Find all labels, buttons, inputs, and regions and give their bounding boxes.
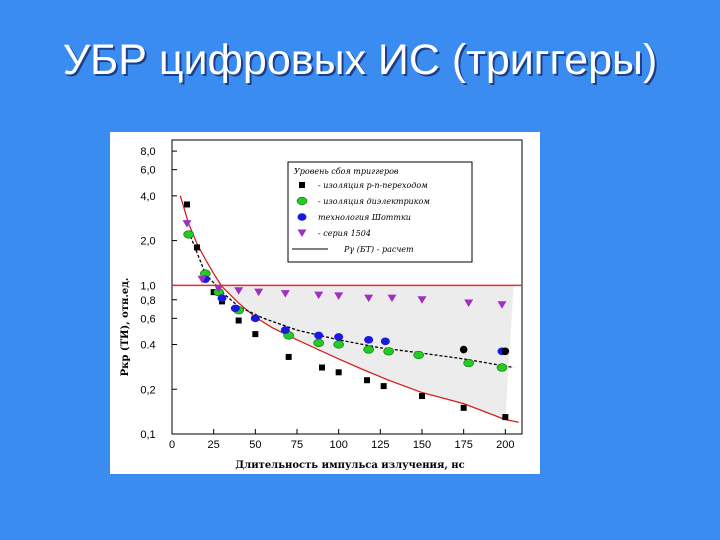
legend-entry: технология Шоттки bbox=[318, 213, 411, 222]
data-point bbox=[183, 230, 194, 239]
legend-box bbox=[287, 161, 473, 263]
data-point bbox=[182, 220, 192, 228]
legend-entry: Ργ (БТ) - расчет bbox=[343, 245, 414, 254]
legend-marker bbox=[299, 182, 305, 188]
data-point bbox=[502, 414, 509, 421]
x-tick-label: 125 bbox=[371, 439, 389, 451]
data-point bbox=[217, 294, 227, 302]
legend-marker bbox=[297, 213, 307, 221]
x-tick-label: 175 bbox=[454, 439, 472, 451]
plot-border bbox=[171, 139, 523, 435]
data-point bbox=[501, 347, 510, 356]
data-point bbox=[463, 358, 474, 368]
data-point bbox=[419, 393, 425, 400]
data-point bbox=[383, 347, 394, 356]
legend-title: Уровень сбоя триггеров bbox=[294, 167, 399, 176]
data-point bbox=[459, 345, 468, 354]
data-point bbox=[250, 314, 260, 323]
data-point bbox=[280, 290, 290, 298]
data-point bbox=[464, 299, 474, 308]
data-point bbox=[319, 364, 325, 371]
y-tick-label: 0,1 bbox=[140, 429, 155, 441]
y-axis-label: Pкр (ТИ), отн.ед. bbox=[120, 278, 131, 377]
shaded-region bbox=[213, 273, 514, 420]
data-point bbox=[497, 301, 507, 309]
data-point bbox=[413, 350, 424, 360]
data-point bbox=[364, 377, 370, 384]
data-point bbox=[314, 331, 324, 340]
y-tick-label: 0.4 bbox=[140, 340, 155, 352]
x-tick-label: 200 bbox=[496, 439, 514, 451]
data-point bbox=[194, 244, 200, 251]
tick-labels: 0 25 50 75 100 125 150 175 200 0,1 0,2 0.4 0,6 0,8 1,0… bbox=[140, 146, 514, 451]
data-point bbox=[387, 294, 397, 303]
data-point bbox=[314, 291, 324, 300]
x-axis-label: Длительность импульса излучения, нс bbox=[235, 460, 464, 471]
x-tick-label: 100 bbox=[329, 439, 347, 451]
data-point bbox=[235, 317, 242, 324]
data-point bbox=[334, 333, 344, 341]
data-point bbox=[363, 345, 374, 354]
data-point bbox=[313, 338, 324, 348]
x-tick-label: 25 bbox=[208, 439, 220, 451]
x-tick-label: 50 bbox=[249, 439, 261, 451]
slide-title: УБР цифровых ИС (триггеры) bbox=[62, 36, 658, 84]
data-point bbox=[417, 296, 427, 304]
legend: Уровень сбоя триггеров - изоляция p-n-пер… bbox=[287, 161, 473, 263]
y-tick-label: 6,0 bbox=[140, 165, 155, 177]
data-point bbox=[364, 294, 374, 303]
data-point bbox=[364, 336, 374, 344]
data-point bbox=[496, 363, 508, 372]
data-point bbox=[214, 285, 224, 293]
legend-entry: - изоляция p-n-переходом bbox=[318, 181, 428, 190]
y-tick-label: 1,0 bbox=[140, 280, 155, 292]
data-points bbox=[182, 201, 510, 421]
data-point bbox=[252, 331, 259, 338]
data-point bbox=[334, 292, 344, 300]
legend-marker bbox=[297, 229, 307, 237]
chart-svg: 0 25 50 75 100 125 150 175 200 0,1 0,2 0.4 0,6 0,8 1,0… bbox=[120, 139, 523, 471]
y-tick-label: 2,0 bbox=[140, 236, 155, 248]
y-tick-label: 0,2 bbox=[140, 384, 155, 396]
chart-panel: 0 25 50 75 100 125 150 175 200 0,1 0,2 0.4 0,6 0,8 1,0… bbox=[110, 132, 540, 474]
y-tick-label: 8,0 bbox=[140, 146, 155, 158]
data-point bbox=[184, 201, 190, 208]
data-point bbox=[230, 304, 240, 313]
data-point bbox=[285, 353, 292, 360]
legend-entry: - серия 1504 bbox=[318, 229, 371, 238]
data-point bbox=[280, 326, 290, 334]
data-point bbox=[254, 288, 264, 297]
plot-frame bbox=[171, 139, 523, 435]
data-point bbox=[197, 275, 207, 284]
x-tick-label: 150 bbox=[413, 439, 431, 451]
y-tick-label: 0,8 bbox=[140, 295, 155, 307]
y-tick-label: 0,6 bbox=[140, 313, 155, 325]
legend-entry: - изоляция диэлектриком bbox=[318, 197, 430, 206]
data-point bbox=[380, 337, 390, 346]
x-tick-label: 0 bbox=[169, 439, 175, 451]
legend-marker bbox=[296, 196, 308, 206]
data-point bbox=[380, 383, 387, 390]
data-point bbox=[333, 340, 344, 349]
data-point bbox=[460, 404, 467, 411]
data-point bbox=[335, 369, 342, 376]
y-tick-label: 4,0 bbox=[140, 191, 155, 203]
data-point bbox=[234, 287, 244, 295]
x-tick-label: 75 bbox=[291, 439, 303, 451]
shaded-area bbox=[213, 273, 514, 420]
